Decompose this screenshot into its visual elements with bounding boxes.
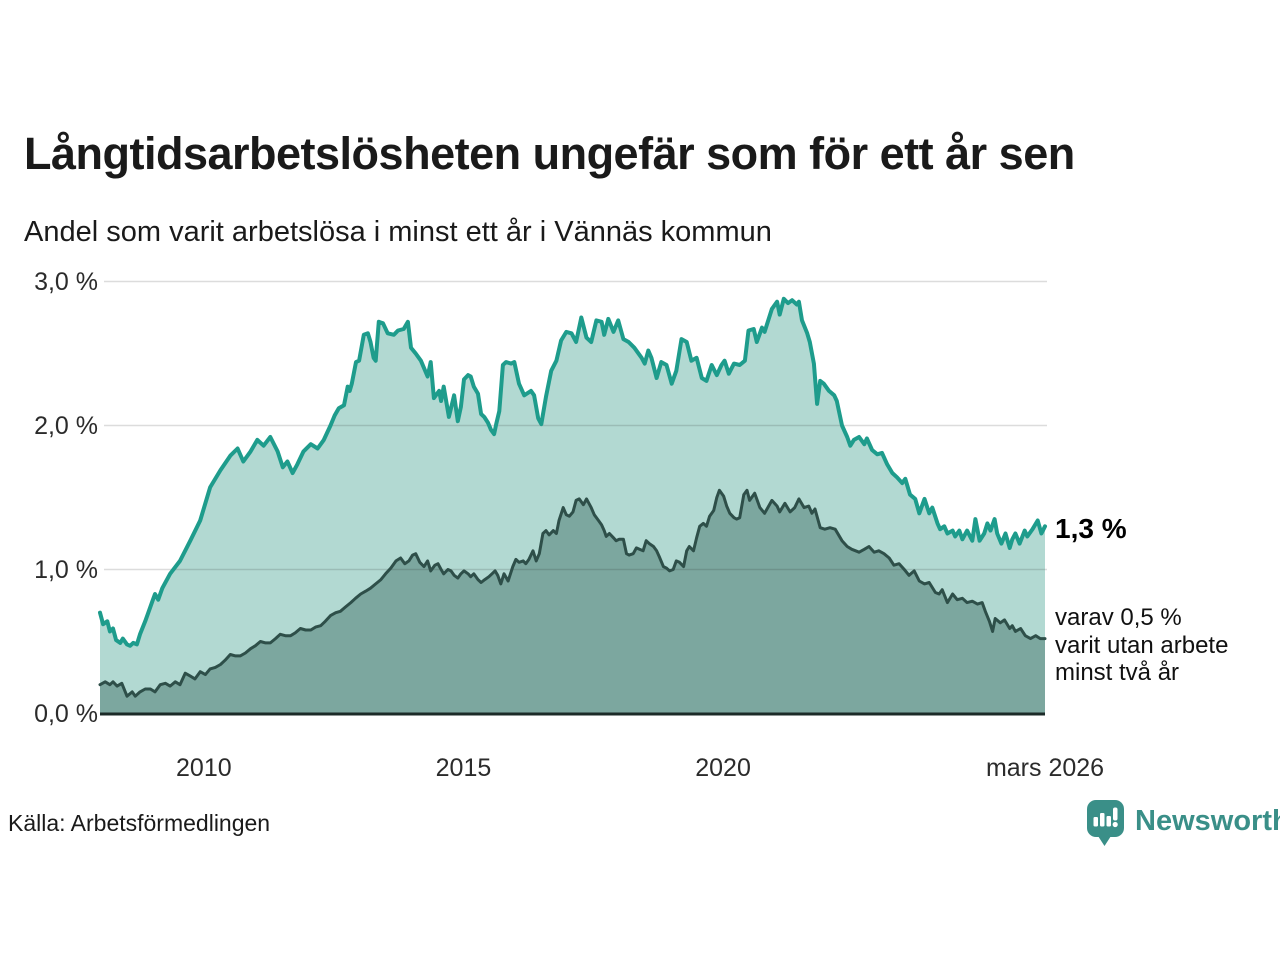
x-axis-label: 2020 [695, 754, 751, 782]
y-axis-label: 3,0 % [34, 267, 98, 296]
line-two-year [98, 488, 1047, 698]
x-axis-label: 2010 [176, 754, 232, 782]
newsworthy-bubble-icon [1087, 800, 1124, 846]
y-axis-label: 0,0 % [34, 699, 98, 728]
page-title: Långtidsarbetslösheten ungefär som för e… [24, 128, 1075, 179]
annotation-line: minst två år [1055, 659, 1180, 686]
brand-logo: Newsworthy [1086, 799, 1280, 851]
y-axis-label: 2,0 % [34, 411, 98, 440]
x-axis-label: mars 2026 [985, 754, 1105, 782]
x-axis-label: 2015 [435, 754, 492, 782]
annotation-line: varit utan arbete [1055, 631, 1229, 659]
area-fill-two-year [100, 490, 1045, 714]
y-axis-label: 1,0 % [34, 555, 98, 584]
line-one-year [98, 296, 1047, 648]
brand-name: Newsworthy [1135, 805, 1280, 837]
chart-subtitle: Andel som varit arbetslösa i minst ett å… [24, 216, 772, 248]
series-end-label-one-year: 1,3 % [1055, 513, 1127, 544]
source-note: Källa: Arbetsförmedlingen [8, 810, 271, 836]
series-end-label-two-year: varav 0,5 % varit utan arbete minst två år [1055, 604, 1228, 687]
annotation-line: varav 0,5 % [1055, 604, 1182, 631]
